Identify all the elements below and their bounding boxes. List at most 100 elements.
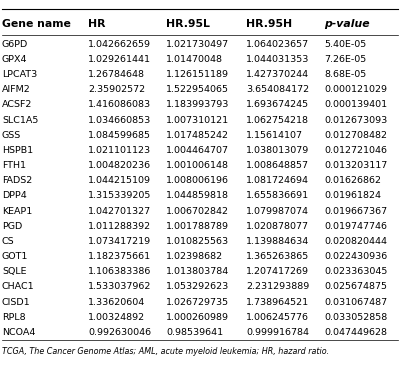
Text: 8.68E-05: 8.68E-05 [324,70,366,79]
Text: 1.042701327: 1.042701327 [88,206,151,216]
Text: 1.26784648: 1.26784648 [88,70,145,79]
Text: 1.011288392: 1.011288392 [88,222,151,231]
Text: HSPB1: HSPB1 [2,146,33,155]
Text: HR.95L: HR.95L [166,19,210,29]
Text: 1.416086083: 1.416086083 [88,100,151,110]
Text: 1.006245776: 1.006245776 [246,313,309,322]
Text: ACSF2: ACSF2 [2,100,32,110]
Text: 0.023363045: 0.023363045 [324,267,387,276]
Text: 1.020878077: 1.020878077 [246,222,309,231]
Text: 3.654084172: 3.654084172 [246,85,309,94]
Text: 0.022430936: 0.022430936 [324,252,387,261]
Text: 1.010825563: 1.010825563 [166,237,229,246]
Text: CISD1: CISD1 [2,297,31,307]
Text: 0.000139401: 0.000139401 [324,100,387,110]
Text: RPL8: RPL8 [2,313,26,322]
Text: 1.008648857: 1.008648857 [246,161,309,170]
Text: 1.15614107: 1.15614107 [246,131,303,140]
Text: 1.02398682: 1.02398682 [166,252,223,261]
Text: 1.073417219: 1.073417219 [88,237,151,246]
Text: 1.001788789: 1.001788789 [166,222,229,231]
Text: 1.655836691: 1.655836691 [246,191,309,201]
Text: 1.693674245: 1.693674245 [246,100,309,110]
Text: 0.999916784: 0.999916784 [246,328,309,337]
Text: FADS2: FADS2 [2,176,32,185]
Text: AIFM2: AIFM2 [2,85,31,94]
Text: 1.183993793: 1.183993793 [166,100,229,110]
Text: 1.182375661: 1.182375661 [88,252,151,261]
Text: 2.231293889: 2.231293889 [246,282,309,292]
Text: HR.95H: HR.95H [246,19,292,29]
Text: HR: HR [88,19,106,29]
Text: 1.533037962: 1.533037962 [88,282,151,292]
Text: 1.00324892: 1.00324892 [88,313,145,322]
Text: 0.019667367: 0.019667367 [324,206,387,216]
Text: GOT1: GOT1 [2,252,28,261]
Text: FTH1: FTH1 [2,161,26,170]
Text: 0.98539641: 0.98539641 [166,328,223,337]
Text: 1.021730497: 1.021730497 [166,40,229,49]
Text: 0.019747746: 0.019747746 [324,222,387,231]
Text: 1.001006148: 1.001006148 [166,161,229,170]
Text: 0.012708482: 0.012708482 [324,131,387,140]
Text: 0.01961824: 0.01961824 [324,191,381,201]
Text: G6PD: G6PD [2,40,28,49]
Text: 1.007310121: 1.007310121 [166,115,229,125]
Text: 0.012673093: 0.012673093 [324,115,387,125]
Text: 1.207417269: 1.207417269 [246,267,309,276]
Text: 0.020820444: 0.020820444 [324,237,387,246]
Text: TCGA, The Cancer Genome Atlas; AML, acute myeloid leukemia; HR, hazard ratio.: TCGA, The Cancer Genome Atlas; AML, acut… [2,347,329,356]
Text: 1.522954065: 1.522954065 [166,85,229,94]
Text: 1.000260989: 1.000260989 [166,313,229,322]
Text: 1.006702842: 1.006702842 [166,206,229,216]
Text: 0.000121029: 0.000121029 [324,85,387,94]
Text: 1.33620604: 1.33620604 [88,297,145,307]
Text: 0.013203117: 0.013203117 [324,161,387,170]
Text: 1.008006196: 1.008006196 [166,176,229,185]
Text: LPCAT3: LPCAT3 [2,70,37,79]
Text: DPP4: DPP4 [2,191,27,201]
Text: 0.01626862: 0.01626862 [324,176,381,185]
Text: 7.26E-05: 7.26E-05 [324,55,366,64]
Text: 1.106383386: 1.106383386 [88,267,151,276]
Text: 2.35902572: 2.35902572 [88,85,145,94]
Text: 1.01470048: 1.01470048 [166,55,223,64]
Text: 1.004464707: 1.004464707 [166,146,229,155]
Text: 0.031067487: 0.031067487 [324,297,387,307]
Text: KEAP1: KEAP1 [2,206,32,216]
Text: 0.033052858: 0.033052858 [324,313,387,322]
Text: 1.365263865: 1.365263865 [246,252,309,261]
Text: 1.034660853: 1.034660853 [88,115,151,125]
Text: 1.038013079: 1.038013079 [246,146,309,155]
Text: 1.044031353: 1.044031353 [246,55,309,64]
Text: 0.012721046: 0.012721046 [324,146,387,155]
Text: 1.044859818: 1.044859818 [166,191,229,201]
Text: 1.044215109: 1.044215109 [88,176,151,185]
Text: 1.139884634: 1.139884634 [246,237,309,246]
Text: 1.053292623: 1.053292623 [166,282,229,292]
Text: NCOA4: NCOA4 [2,328,35,337]
Text: 1.064023657: 1.064023657 [246,40,309,49]
Text: 1.029261441: 1.029261441 [88,55,151,64]
Text: p-value: p-value [324,19,370,29]
Text: 1.126151189: 1.126151189 [166,70,229,79]
Text: CS: CS [2,237,15,246]
Text: 1.017485242: 1.017485242 [166,131,229,140]
Text: 1.004820236: 1.004820236 [88,161,151,170]
Text: 1.315339205: 1.315339205 [88,191,151,201]
Text: Gene name: Gene name [2,19,71,29]
Text: 1.738964521: 1.738964521 [246,297,309,307]
Text: SLC1A5: SLC1A5 [2,115,38,125]
Text: 0.047449628: 0.047449628 [324,328,387,337]
Text: 1.026729735: 1.026729735 [166,297,229,307]
Text: SQLE: SQLE [2,267,26,276]
Text: 0.025674875: 0.025674875 [324,282,387,292]
Text: 1.021101123: 1.021101123 [88,146,151,155]
Text: 1.427370244: 1.427370244 [246,70,309,79]
Text: 1.079987074: 1.079987074 [246,206,309,216]
Text: GPX4: GPX4 [2,55,28,64]
Text: 1.084599685: 1.084599685 [88,131,151,140]
Text: 1.081724694: 1.081724694 [246,176,309,185]
Text: 1.013803784: 1.013803784 [166,267,229,276]
Text: 1.062754218: 1.062754218 [246,115,309,125]
